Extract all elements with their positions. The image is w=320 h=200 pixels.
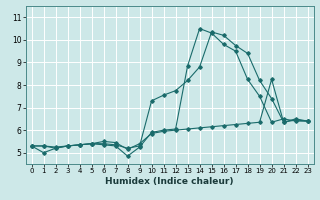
X-axis label: Humidex (Indice chaleur): Humidex (Indice chaleur) [105,177,234,186]
